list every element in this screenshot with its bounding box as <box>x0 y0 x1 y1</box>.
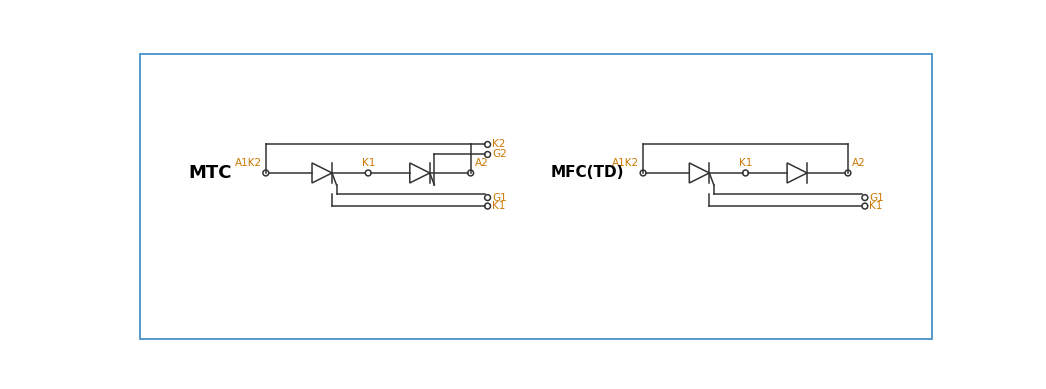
FancyBboxPatch shape <box>140 54 932 339</box>
Text: K1: K1 <box>493 201 505 211</box>
Text: A1K2: A1K2 <box>612 158 639 168</box>
Text: MFC(TD): MFC(TD) <box>550 165 624 180</box>
Text: K2: K2 <box>493 140 505 149</box>
Text: A2: A2 <box>475 158 488 168</box>
Text: G1: G1 <box>493 193 507 203</box>
Text: MTC: MTC <box>189 164 232 182</box>
Text: A1K2: A1K2 <box>235 158 262 168</box>
Text: K1: K1 <box>869 201 883 211</box>
Text: G1: G1 <box>869 193 884 203</box>
Text: K1: K1 <box>738 158 752 168</box>
Text: A2: A2 <box>851 158 865 168</box>
Text: G2: G2 <box>493 149 507 159</box>
Text: K1: K1 <box>362 158 374 168</box>
